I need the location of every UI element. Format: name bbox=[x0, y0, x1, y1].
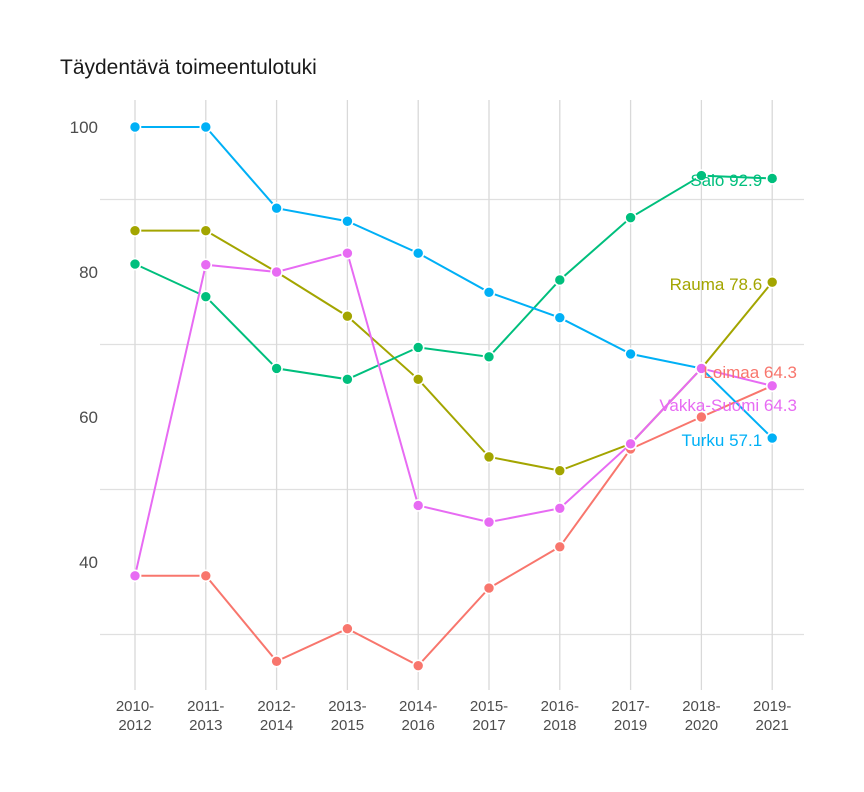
data-point bbox=[765, 172, 779, 185]
data-point bbox=[482, 581, 496, 595]
data-point bbox=[482, 515, 496, 529]
y-tick-label: 40 bbox=[79, 553, 98, 572]
data-point bbox=[482, 350, 496, 364]
series-vakka-suomi-line bbox=[128, 246, 779, 583]
data-point bbox=[624, 437, 637, 451]
data-point bbox=[411, 372, 425, 386]
y-tick-label: 80 bbox=[79, 263, 98, 282]
series-lines bbox=[128, 120, 779, 672]
x-tick-label: 2010-2012 bbox=[116, 698, 154, 734]
y-tick-label: 60 bbox=[79, 408, 98, 427]
data-point bbox=[411, 246, 425, 260]
y-axis: 40 60 80 100 bbox=[70, 118, 98, 572]
data-point bbox=[553, 273, 567, 287]
data-point bbox=[270, 201, 283, 215]
data-point bbox=[270, 655, 283, 668]
data-point bbox=[624, 347, 637, 361]
data-point bbox=[411, 341, 425, 354]
end-label-vakka-suomi: Vakka-Suomi 64.3 bbox=[659, 396, 797, 415]
data-point bbox=[482, 285, 496, 299]
end-label-loimaa: Loimaa 64.3 bbox=[703, 363, 797, 382]
data-point bbox=[765, 275, 779, 289]
data-point bbox=[128, 120, 142, 134]
data-point bbox=[553, 540, 567, 554]
data-point bbox=[199, 120, 213, 134]
data-point bbox=[341, 309, 354, 323]
data-point bbox=[199, 569, 213, 583]
data-point bbox=[341, 622, 354, 636]
data-point bbox=[765, 379, 779, 393]
x-tick-label: 2016-2018 bbox=[541, 698, 579, 734]
data-point bbox=[128, 257, 142, 271]
series-rauma-line bbox=[128, 224, 779, 477]
data-point bbox=[341, 246, 354, 260]
data-point bbox=[128, 569, 142, 583]
end-label-turku: Turku 57.1 bbox=[682, 431, 763, 450]
grid-lines bbox=[100, 100, 804, 690]
y-tick-label: 100 bbox=[70, 118, 98, 137]
x-tick-label: 2018-2020 bbox=[682, 698, 720, 734]
data-point bbox=[411, 499, 425, 512]
x-tick-label: 2019-2021 bbox=[753, 698, 791, 734]
x-tick-label: 2012-2014 bbox=[257, 698, 295, 734]
data-point bbox=[695, 410, 708, 424]
data-point bbox=[270, 362, 283, 375]
x-tick-label: 2014-2016 bbox=[399, 698, 437, 734]
end-label-rauma: Rauma 78.6 bbox=[670, 275, 763, 294]
data-point bbox=[553, 311, 567, 324]
data-point bbox=[199, 258, 213, 272]
data-point bbox=[553, 502, 567, 515]
data-point bbox=[482, 450, 496, 464]
data-point bbox=[695, 169, 708, 182]
data-point bbox=[341, 214, 354, 228]
data-point bbox=[411, 659, 425, 672]
data-point bbox=[128, 224, 142, 237]
x-tick-label: 2011-2013 bbox=[187, 698, 224, 734]
chart-title: Täydentävä toimeentulotuki bbox=[60, 56, 317, 79]
data-point bbox=[765, 431, 779, 445]
x-tick-label: 2013-2015 bbox=[328, 698, 366, 734]
data-point bbox=[695, 362, 708, 375]
data-point bbox=[553, 464, 567, 477]
series-loimaa-line bbox=[128, 379, 779, 672]
series-turku-line bbox=[128, 120, 779, 445]
data-point bbox=[270, 265, 283, 279]
x-axis: 2010-2012 2011-2013 2012-2014 2013-2015 2014… bbox=[116, 698, 792, 734]
data-point bbox=[341, 372, 354, 386]
x-tick-label: 2015-2017 bbox=[470, 698, 508, 734]
x-tick-label: 2017-2019 bbox=[611, 698, 649, 734]
end-label-salo: Salo 92.9 bbox=[690, 171, 762, 190]
data-point bbox=[199, 224, 213, 237]
end-labels: Loimaa 64.3 Rauma 78.6 Salo 92.9 Turku 57.1… bbox=[659, 171, 797, 450]
data-point bbox=[199, 290, 213, 303]
series-salo-line bbox=[128, 169, 779, 386]
data-point bbox=[624, 211, 637, 224]
